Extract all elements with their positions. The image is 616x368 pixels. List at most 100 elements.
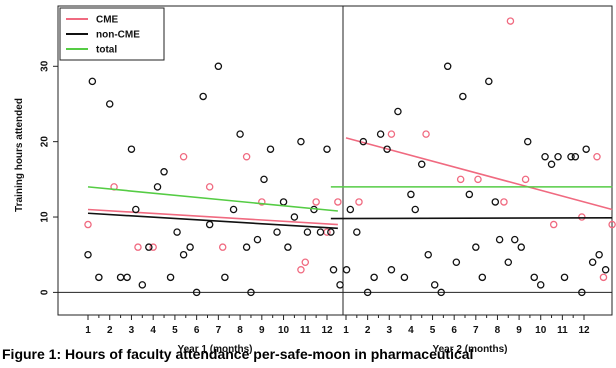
point-non-cme-year2: [407, 190, 415, 199]
point-non-cme-year2: [383, 145, 391, 153]
point-non-cme-year2: [560, 273, 569, 282]
x-tick-label-year2: 1: [343, 325, 349, 336]
y-tick-label: 0: [40, 289, 51, 295]
point-non-cme-year2: [578, 288, 586, 297]
point-non-cme-year1: [323, 145, 331, 153]
trend-cme-year1: [87, 208, 338, 226]
point-cme-year2: [474, 175, 482, 184]
x-tick-label-year2: 9: [516, 325, 522, 336]
point-cme-year2: [500, 198, 508, 206]
x-axis-label-year2: Year 2 (months): [432, 344, 507, 355]
point-non-cme-year1: [279, 198, 288, 206]
x-axis-label-year1: Year 1 (months): [177, 344, 252, 355]
point-cme-year1: [134, 243, 142, 251]
point-cme-year2: [599, 273, 608, 282]
point-cme-year2: [355, 198, 363, 206]
point-non-cme-year1: [247, 288, 255, 297]
point-non-cme-year2: [504, 258, 513, 266]
y-tick-label: 10: [40, 211, 51, 223]
x-tick-label-year1: 7: [216, 325, 222, 336]
x-tick-label-year2: 6: [451, 325, 457, 336]
legend-label: total: [96, 45, 117, 56]
x-tick-label-year2: 5: [430, 325, 436, 336]
x-tick-label-year1: 5: [172, 325, 178, 336]
point-cme-year1: [179, 152, 188, 161]
x-tick-label-year1: 8: [237, 325, 243, 336]
point-non-cme-year1: [192, 288, 201, 297]
point-non-cme-year1: [166, 273, 175, 282]
point-non-cme-year2: [554, 152, 562, 161]
point-non-cme-year1: [242, 243, 251, 251]
point-cme-year2: [521, 175, 530, 184]
point-non-cme-year2: [443, 62, 452, 71]
x-tick-label-year2: 11: [557, 325, 568, 336]
y-tick-label: 30: [40, 60, 51, 72]
point-non-cme-year1: [127, 145, 136, 153]
point-cme-year1: [301, 258, 310, 266]
point-non-cme-year2: [571, 152, 580, 161]
point-non-cme-year1: [132, 205, 140, 214]
point-cme-year2: [593, 152, 601, 161]
point-non-cme-year2: [394, 107, 402, 116]
point-non-cme-year1: [138, 281, 147, 289]
point-non-cme-year2: [387, 266, 396, 274]
point-non-cme-year2: [601, 266, 610, 274]
trend-non-cme-year2: [330, 216, 613, 220]
point-non-cme-year2: [588, 258, 597, 266]
point-non-cme-year1: [303, 228, 312, 236]
point-non-cme-year2: [437, 288, 445, 297]
point-non-cme-year1: [290, 213, 299, 221]
trend-cme-year2: [345, 137, 613, 211]
point-non-cme-year1: [160, 168, 168, 176]
point-non-cme-year1: [116, 273, 125, 282]
plot-frame: [57, 5, 613, 316]
point-non-cme-year2: [582, 145, 590, 153]
x-tick-label-year1: 11: [300, 325, 311, 336]
point-non-cme-year2: [595, 250, 603, 259]
y-axis-label: Training hours attended: [14, 98, 25, 212]
point-non-cme-year1: [284, 243, 292, 251]
trend-non-cme-year1: [87, 212, 338, 230]
trend-total-year1: [87, 186, 338, 212]
point-cme-year2: [578, 213, 586, 221]
x-tick-label-year1: 12: [321, 325, 333, 336]
point-non-cme-year1: [123, 273, 131, 282]
point-non-cme-year2: [517, 243, 526, 251]
point-non-cme-year2: [472, 243, 480, 251]
point-non-cme-year2: [523, 137, 532, 146]
point-non-cme-year2: [491, 198, 500, 206]
point-non-cme-year2: [485, 77, 493, 86]
point-non-cme-year2: [376, 130, 385, 138]
point-non-cme-year1: [316, 228, 325, 236]
point-non-cme-year2: [541, 152, 549, 161]
point-non-cme-year2: [430, 281, 439, 289]
point-non-cme-year2: [411, 205, 419, 214]
point-non-cme-year1: [253, 235, 262, 244]
point-non-cme-year1: [95, 273, 103, 282]
point-non-cme-year2: [353, 228, 361, 236]
x-tick-label-year2: 2: [365, 325, 371, 336]
point-non-cme-year2: [346, 205, 355, 214]
x-tick-label-year2: 4: [408, 325, 414, 336]
point-cme-year1: [218, 243, 227, 251]
point-non-cme-year2: [327, 228, 335, 236]
legend-label: non-CME: [96, 30, 140, 41]
point-cme-year1: [205, 183, 214, 191]
point-cme-year2: [422, 130, 430, 138]
point-non-cme-year1: [342, 266, 351, 274]
point-cme-year1: [312, 198, 320, 206]
x-tick-label-year1: 3: [129, 325, 135, 336]
point-non-cme-year2: [417, 160, 426, 169]
point-non-cme-year2: [530, 273, 538, 282]
point-non-cme-year2: [495, 235, 504, 244]
point-cme-year2: [608, 220, 616, 229]
point-non-cme-year1: [173, 228, 181, 236]
point-cme-year1: [297, 266, 305, 274]
point-cme-year1: [149, 243, 157, 251]
point-non-cme-year1: [273, 228, 281, 236]
point-non-cme-year2: [511, 235, 519, 244]
point-non-cme-year1: [105, 100, 114, 108]
point-cme-year1: [242, 152, 251, 161]
point-non-cme-year2: [370, 273, 378, 282]
